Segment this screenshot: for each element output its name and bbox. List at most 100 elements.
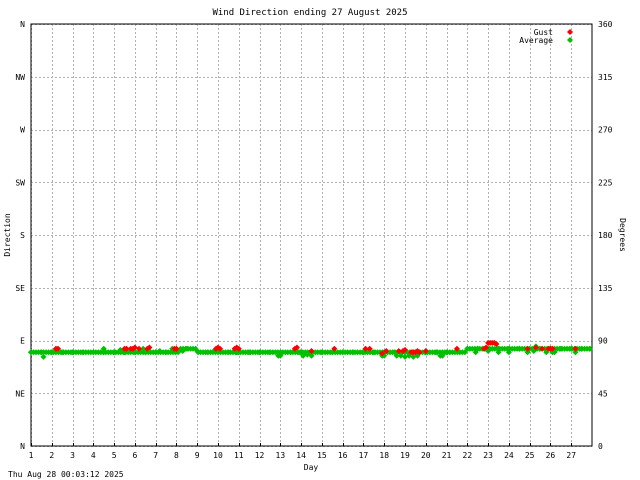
average-point [156,348,163,355]
y-left-tick-label-0: N [20,442,25,451]
average-point [59,349,66,356]
average-point [516,345,523,352]
average-point [225,349,232,356]
average-point [557,345,564,352]
x-tick-label-22: 22 [463,451,473,460]
gust-point [383,348,390,355]
average-point [505,349,512,356]
gust-point [532,344,539,351]
x-tick-label-17: 17 [359,451,369,460]
average-point [287,349,294,356]
average-point [100,349,107,356]
gust-point [362,345,369,352]
average-point [443,349,450,356]
average-point [339,349,346,356]
average-point [495,349,502,356]
average-point [350,349,357,356]
average-point [578,345,585,352]
x-tick-label-26: 26 [546,451,556,460]
gust-point [379,350,386,357]
average-point [40,353,47,360]
average-point [140,345,147,352]
y-right-tick-label-180: 180 [598,231,613,240]
average-point [586,345,593,352]
average-point [318,349,325,356]
y-left-tick-label-360: N [20,20,25,29]
gust-point [217,345,224,352]
gust-point [524,345,531,352]
average-point [266,349,273,356]
average-point [100,345,107,352]
y-left-tick-label-270: W [20,126,25,135]
gust-point [55,345,62,352]
gust-point [235,345,242,352]
gust-point [493,341,500,348]
average-point [370,349,377,356]
gust-point [331,345,338,352]
y-axis-right-labels: 0 45 90 135 180 225 270 315 360 [598,20,613,451]
legend-gust-marker [567,29,573,35]
average-point [439,352,446,359]
x-tick-label-3: 3 [70,451,75,460]
gust-point [422,348,429,355]
legend: Gust Average [519,28,573,45]
plot-frame [30,23,593,447]
average-point [163,349,170,356]
average-point [277,352,284,359]
gust-point [293,344,300,351]
average-point [308,352,315,359]
x-tick-label-12: 12 [255,451,265,460]
average-point [568,345,575,352]
gust-point [402,346,408,353]
x-tick-label-18: 18 [379,451,389,460]
y-right-tick-label-45: 45 [598,389,608,398]
y-left-tick-label-90: E [20,337,25,346]
x-axis-title: Day [304,463,319,472]
x-tick-label-2: 2 [49,451,54,460]
y-right-tick-label-0: 0 [598,442,603,451]
y-left-tick-label-135: SE [15,284,25,293]
legend-gust-label: Gust [534,28,553,37]
average-point [572,349,579,356]
y-axis-left-title: Direction [3,213,12,257]
x-tick-label-4: 4 [91,451,96,460]
y-axis-right-title: Degrees [618,218,627,252]
average-point [246,349,253,356]
gust-point [453,345,460,352]
average-point [79,349,86,356]
average-point [505,345,512,352]
average-point [194,348,201,355]
y-right-tick-label-270: 270 [598,126,613,135]
y-left-tick-label-45: NE [15,389,25,398]
gust-point [416,349,423,356]
average-band-point [461,349,468,356]
average-point [183,345,190,352]
average-point [256,349,263,356]
x-tick-label-15: 15 [317,451,327,460]
x-tick-label-21: 21 [442,451,452,460]
x-tick-label-7: 7 [153,451,158,460]
x-tick-label-19: 19 [400,451,410,460]
gust-point [136,345,143,352]
y-right-tick-label-360: 360 [598,20,613,29]
x-tick-label-13: 13 [276,451,286,460]
chart-title: Wind Direction ending 27 August 2025 [212,8,407,18]
x-tick-label-14: 14 [296,451,306,460]
x-tick-label-11: 11 [234,451,244,460]
y-right-tick-label-315: 315 [598,73,613,82]
average-point [111,349,118,356]
gust-point [366,345,373,352]
x-axis-labels: 1 2 3 4 5 6 7 8 9 10 11 12 13 14 15 16 17 18 19 20 21 22 23 24 2… [29,451,577,460]
gust-point [539,345,546,352]
average-point [90,349,97,356]
average-point [48,349,55,356]
y-right-tick-label-135: 135 [598,284,613,293]
x-tick-label-9: 9 [195,451,200,460]
x-tick-label-25: 25 [525,451,535,460]
y-left-tick-label-225: SW [15,178,25,187]
data-points [28,339,593,360]
average-point [472,349,479,356]
x-tick-label-5: 5 [112,451,117,460]
